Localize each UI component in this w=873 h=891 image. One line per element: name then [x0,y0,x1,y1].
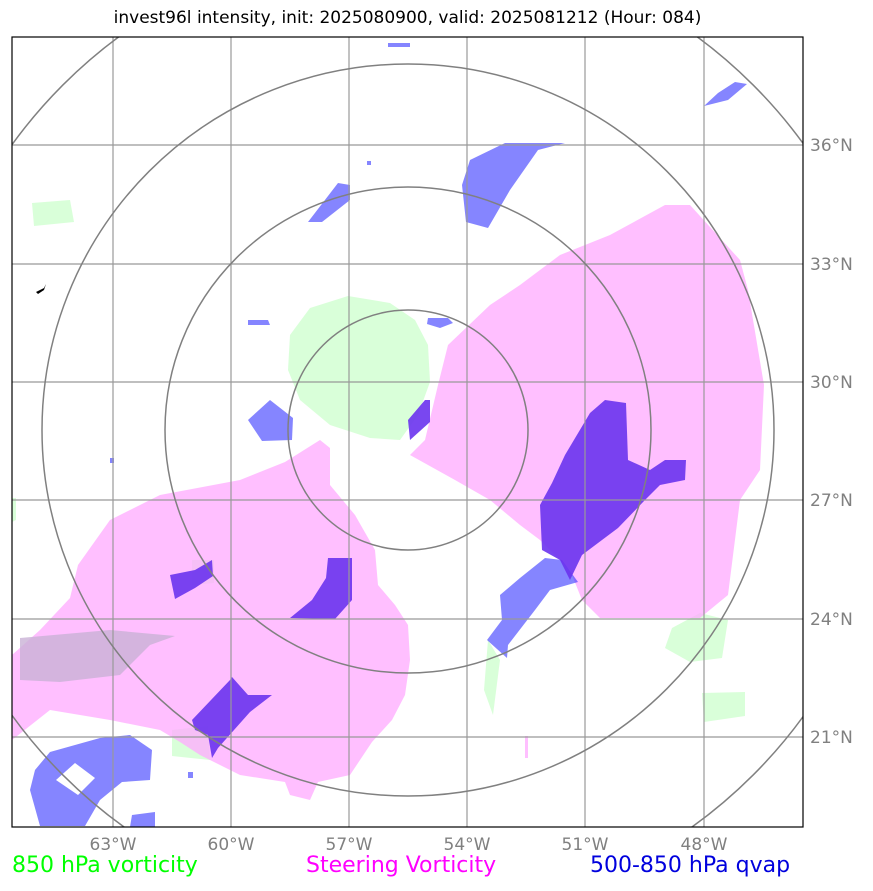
range-ring-3 [41,63,775,797]
coastline-fragment [36,284,46,294]
lon-tick-label: 63°W [90,835,137,855]
lat-tick-label: 33°N [810,255,853,275]
lat-tick-label: 27°N [810,491,853,511]
qvap-strong-layer [170,400,686,758]
steering-vorticity-layer [12,205,764,800]
lon-tick-label: 48°W [681,835,728,855]
qvap-hole [56,763,95,795]
graticule [12,37,803,827]
range-ring-2 [164,186,652,674]
legend-850hpa-vorticity: 850 hPa vorticity [12,853,198,878]
lat-tick-label: 36°N [810,136,853,156]
map-frame [11,36,804,828]
lon-tick-label: 51°W [562,835,609,855]
lat-tick-label: 30°N [810,373,853,393]
lat-tick-label: 21°N [810,728,853,748]
legend-qvap: 500-850 hPa qvap [590,853,791,878]
lat-tick-label: 24°N [810,610,853,630]
lon-tick-label: 54°W [444,835,491,855]
legend-steering-vorticity: Steering Vorticity [306,853,497,878]
overlap-region [20,630,175,682]
lon-tick-label: 57°W [326,835,373,855]
range-ring-1 [287,309,529,551]
lon-tick-label: 60°W [208,835,255,855]
map-title: invest96l intensity, init: 2025080900, v… [113,8,702,28]
